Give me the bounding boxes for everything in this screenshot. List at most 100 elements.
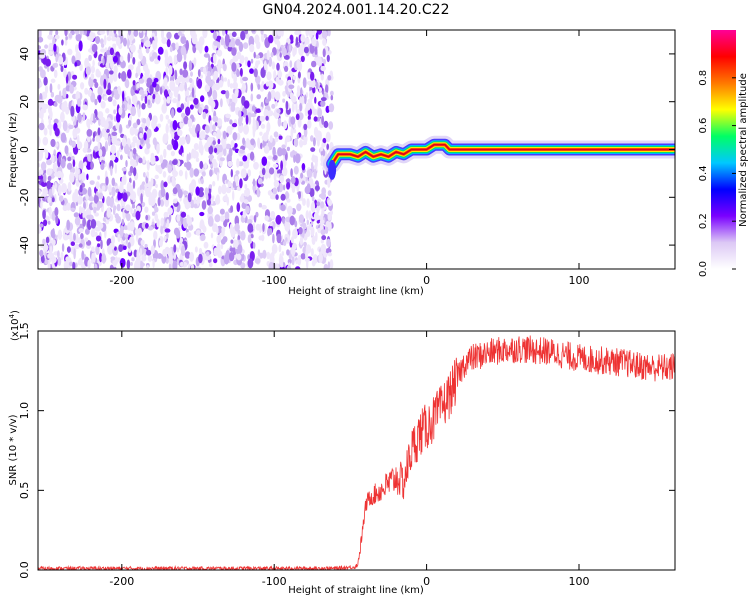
noise-speck (310, 147, 316, 153)
noise-speck (318, 193, 324, 198)
noise-speck (306, 198, 310, 208)
noise-speck (150, 177, 154, 186)
noise-speck (111, 131, 118, 136)
noise-speck (67, 156, 72, 162)
noise-speck (39, 223, 44, 228)
noise-speck (133, 167, 137, 177)
noise-speck (164, 228, 171, 233)
noise-speck (49, 110, 53, 119)
noise-speck (157, 197, 161, 207)
noise-speck (51, 256, 57, 264)
noise-speck (65, 256, 71, 262)
signal-track-layer-6 (331, 143, 675, 165)
noise-speck (138, 78, 145, 84)
noise-speck (185, 40, 189, 51)
noise-speck (118, 107, 123, 116)
noise-speck (89, 180, 95, 186)
noise-speck (57, 229, 63, 240)
noise-speck (53, 69, 58, 79)
noise-speck (188, 60, 192, 72)
noise-speck (78, 205, 82, 215)
noise-speck (256, 187, 260, 198)
noise-speck (177, 188, 183, 199)
noise-speck (183, 102, 187, 109)
noise-speck (156, 143, 160, 154)
noise-speck (145, 214, 149, 221)
noise-speck (257, 137, 261, 149)
noise-speck (46, 159, 52, 166)
noise-speck (185, 134, 191, 145)
noise-speck (311, 37, 317, 47)
noise-speck (236, 253, 242, 261)
noise-speck (111, 186, 116, 197)
noise-speck (127, 64, 134, 71)
noise-speck (45, 236, 50, 244)
colorbar-tick-label: 0.0 (698, 261, 709, 277)
noise-speck (108, 76, 114, 84)
noise-speck (236, 202, 241, 213)
noise-speck (73, 212, 80, 218)
noise-speck (106, 207, 112, 219)
noise-speck (208, 145, 214, 155)
colorbar-gradient (711, 30, 736, 269)
noise-speck (268, 56, 273, 67)
noise-speck (75, 44, 79, 53)
noise-speck (305, 30, 310, 37)
noise-speck (248, 106, 252, 112)
noise-speck (246, 218, 253, 225)
noise-speck (247, 234, 252, 244)
noise-speck (167, 119, 172, 124)
noise-speck (136, 118, 141, 126)
noise-speck (279, 257, 284, 262)
noise-speck (265, 115, 269, 121)
noise-speck (317, 107, 323, 118)
noise-speck (195, 266, 201, 269)
noise-speck (290, 37, 294, 43)
noise-speck (274, 100, 278, 107)
noise-speck (213, 258, 218, 264)
noise-speck (306, 219, 309, 226)
noise-speck (42, 238, 46, 245)
noise-speck (250, 113, 257, 118)
noise-speck (183, 61, 188, 70)
noise-speck (246, 138, 250, 143)
noise-speck (101, 146, 106, 158)
noise-speck (269, 252, 273, 263)
noise-speck (44, 259, 49, 265)
noise-speck (199, 223, 205, 230)
noise-speck (247, 254, 251, 261)
noise-speck (66, 219, 71, 231)
noise-speck (58, 153, 62, 163)
colorbar-label: Normalized spectral amplitude (738, 73, 749, 227)
noise-speck (303, 134, 308, 144)
noise-speck (289, 60, 293, 68)
noise-speck (129, 158, 136, 167)
noise-speck (95, 220, 101, 226)
x-tick-label: 100 (568, 575, 589, 588)
noise-speck (315, 81, 319, 90)
noise-speck (208, 184, 213, 189)
noise-speck (167, 207, 173, 215)
noise-speck (261, 167, 266, 176)
noise-speck (74, 216, 81, 226)
noise-speck (243, 161, 250, 169)
noise-speck (106, 36, 112, 42)
noise-speck (159, 113, 164, 122)
noise-speck (269, 135, 273, 143)
noise-speck (282, 241, 287, 246)
noise-speck (320, 65, 327, 72)
noise-speck (234, 143, 238, 148)
noise-speck (118, 30, 122, 36)
noise-speck (47, 175, 52, 182)
noise-speck (110, 153, 116, 161)
y-tick-label: 0 (18, 146, 31, 153)
noise-speck (65, 36, 68, 41)
noise-speck (323, 120, 329, 128)
noise-speck (268, 34, 274, 44)
noise-speck (237, 229, 241, 236)
noise-speck (242, 209, 247, 219)
noise-speck (270, 210, 276, 220)
noise-speck (198, 36, 205, 46)
noise-speck (152, 40, 156, 48)
noise-speck (38, 175, 44, 180)
